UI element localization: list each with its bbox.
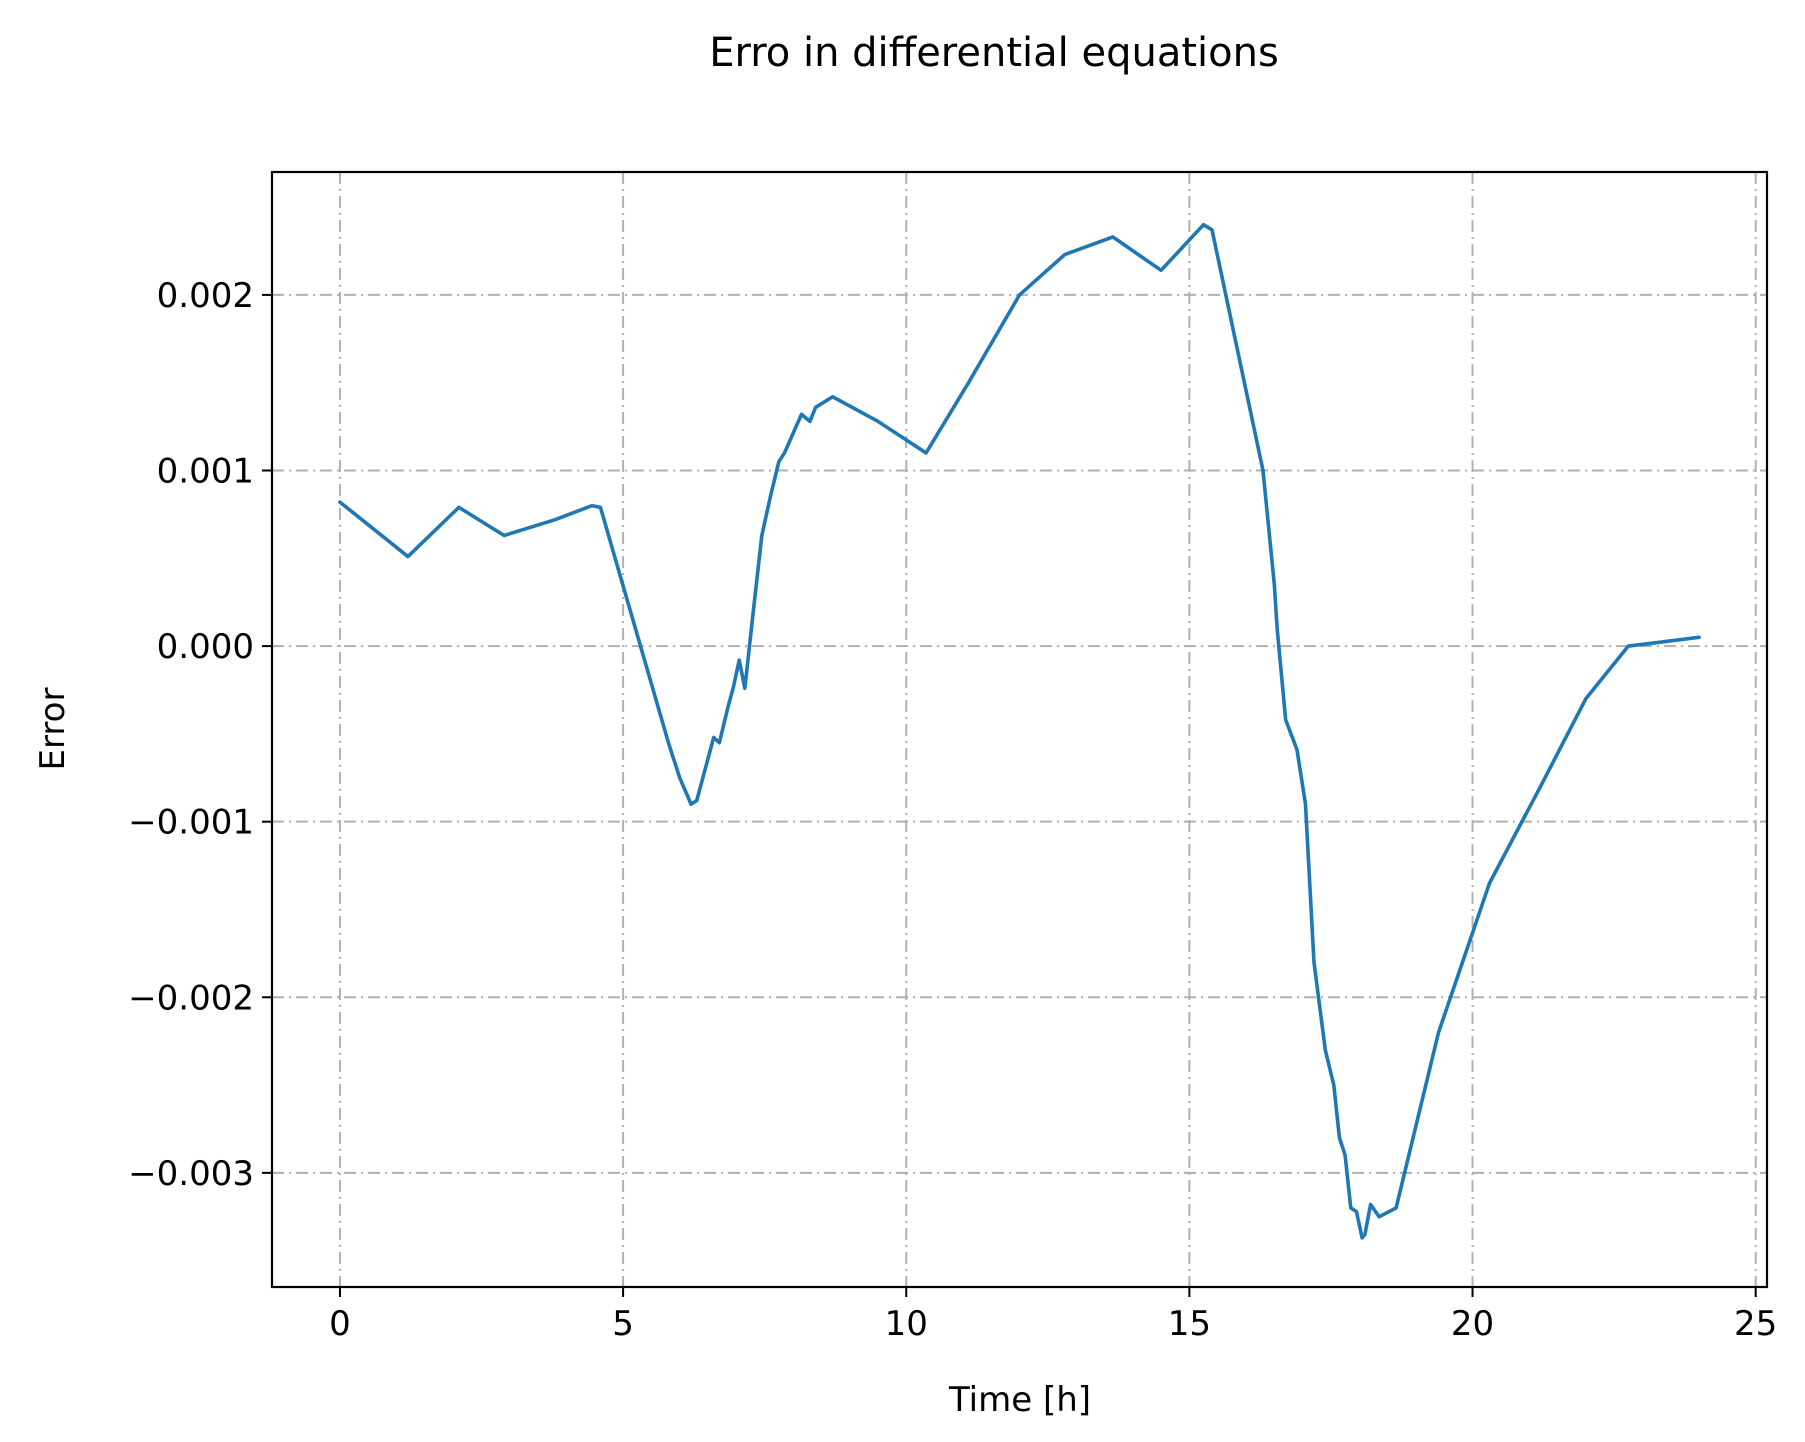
y-tick-label: 0.001 [157,452,254,492]
x-tick-label: 5 [612,1304,634,1344]
x-tick-label: 10 [885,1304,928,1344]
y-axis-label: Error [33,688,73,771]
chart-title: Erro in differential equations [709,30,1279,76]
x-axis-label: Time [h] [948,1380,1091,1420]
plot-series [338,222,1701,1240]
y-tick-label: −0.003 [128,1154,254,1194]
x-tick-label: 15 [1168,1304,1211,1344]
y-tick-label: −0.002 [128,978,254,1018]
x-tick-label: 25 [1734,1304,1777,1344]
y-tick-label: 0.002 [157,276,254,316]
x-tick-label: 20 [1451,1304,1494,1344]
axis-ticks: 0 5 10 15 20 25 0.002 0.001 0.000 −0.001 −0.002 −0.… [128,276,1777,1344]
series-line [338,222,1701,1240]
x-tick-label: 0 [329,1304,351,1344]
y-tick-label: −0.001 [128,803,254,843]
y-tick-label: 0.000 [157,627,254,667]
plot-frame [270,170,1769,1289]
